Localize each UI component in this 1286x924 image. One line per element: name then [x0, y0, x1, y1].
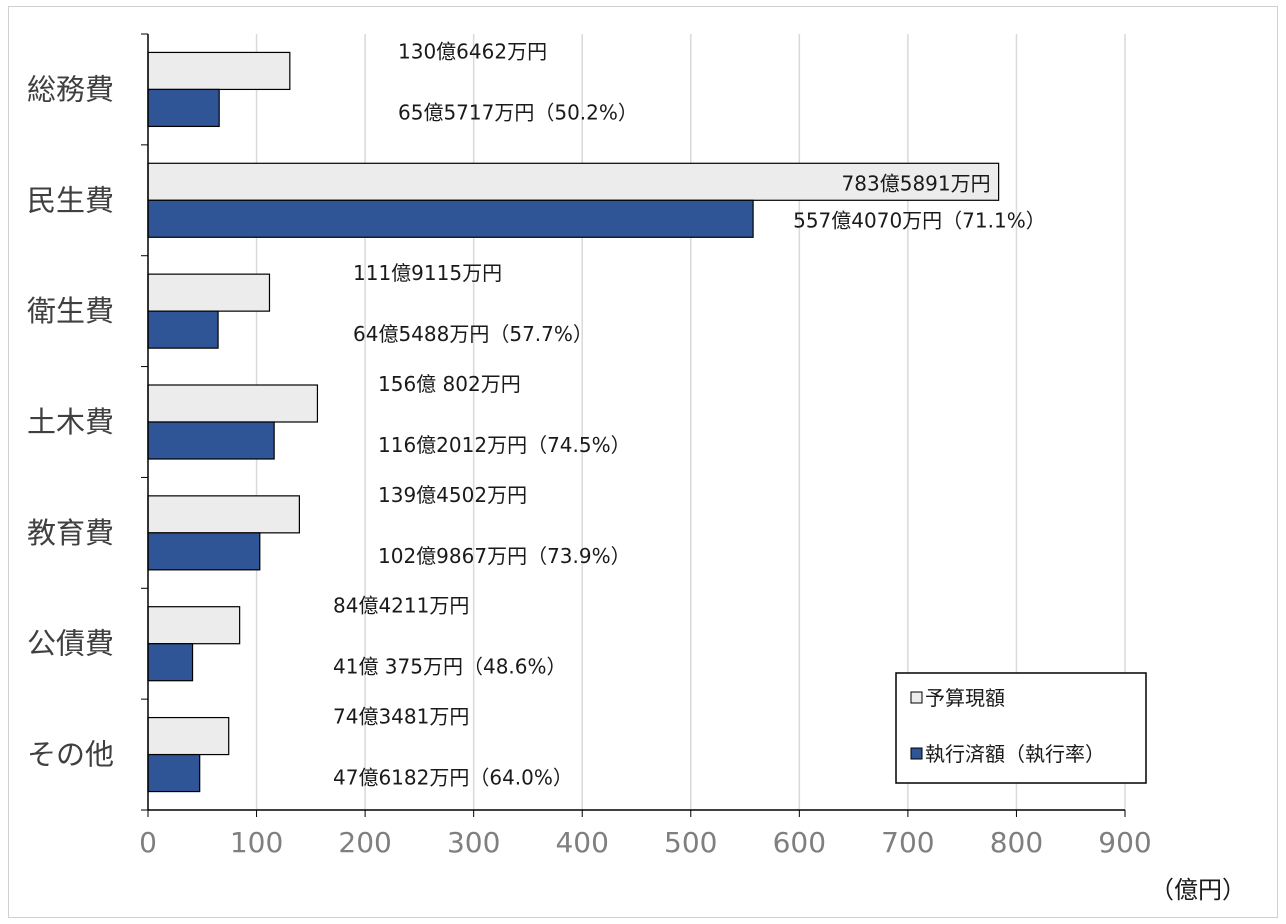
category-label: 民生費 [27, 183, 114, 217]
legend: 予算現額 執行済額（執行率） [895, 672, 1147, 784]
labels: 0 100 200 300 400 500 600 700 800 900 総務費 130億6462万… [27, 39, 1152, 859]
bar-executed [147, 310, 219, 349]
bar-budget [147, 716, 230, 756]
data-label-executed: 41億 375万円（48.6%） [333, 655, 567, 679]
x-tick-label: 0 [139, 826, 157, 859]
data-label-executed: 116億2012万円（74.5%） [378, 433, 631, 457]
category-label: 総務費 [27, 72, 114, 106]
data-label-budget: 84億4211万円 [333, 594, 469, 618]
data-label-budget: 130億6462万円 [398, 39, 547, 63]
category-label: 公債費 [27, 627, 114, 661]
x-tick-label: 200 [338, 826, 391, 859]
bar-executed [147, 199, 754, 238]
bar-executed [147, 421, 275, 460]
data-label-budget: 111億9115万円 [353, 261, 502, 285]
data-label-executed: 102億9867万円（73.9%） [378, 544, 631, 568]
data-label-executed: 557億4070万円（71.1%） [793, 208, 1046, 232]
x-tick-label: 100 [230, 826, 283, 859]
x-tick-label: 500 [664, 826, 717, 859]
x-tick-label: 800 [990, 826, 1043, 859]
data-label-executed: 64億5488万円（57.7%） [353, 322, 593, 346]
data-label-budget: 783億5891万円 [842, 171, 991, 195]
category-label: 衛生費 [27, 294, 114, 328]
legend-swatch-budget [910, 691, 923, 704]
bar-budget [147, 51, 291, 91]
data-label-executed: 47億6182万円（64.0%） [333, 766, 573, 790]
category-label: 教育費 [27, 516, 114, 550]
bar-executed [147, 532, 261, 571]
data-label-budget: 139億4502万円 [378, 483, 527, 507]
legend-label-budget: 予算現額 [925, 686, 1005, 710]
bar-budget [147, 606, 241, 645]
bar-budget [147, 495, 300, 534]
bar-executed [147, 88, 220, 128]
legend-box [895, 672, 1147, 784]
legend-label-executed: 執行済額（執行率） [925, 742, 1105, 766]
chart-frame: 0 100 200 300 400 500 600 700 800 900 総務費 130億6462万… [8, 6, 1278, 918]
axes [141, 33, 1126, 817]
x-tick-label: 700 [881, 826, 934, 859]
data-label-executed: 65億5717万円（50.2%） [398, 100, 638, 124]
data-label-budget: 74億3481万円 [333, 705, 469, 729]
x-tick-label: 300 [447, 826, 500, 859]
x-tick-label: 600 [773, 826, 826, 859]
bar-executed [147, 753, 201, 793]
bar-budget [147, 162, 1000, 201]
bar-executed [147, 643, 194, 682]
category-label: 土木費 [27, 405, 114, 439]
legend-swatch-executed [910, 747, 923, 760]
axis-unit-label: （億円） [1150, 876, 1246, 904]
x-tick-label: 900 [1098, 826, 1151, 859]
budget-bar-chart: 0 100 200 300 400 500 600 700 800 900 総務費 130億6462万… [27, 33, 1246, 904]
category-label: その他 [27, 738, 114, 772]
bar-budget [147, 384, 319, 423]
x-tick-label: 400 [555, 826, 608, 859]
bar-budget [147, 273, 271, 312]
bars [147, 51, 1000, 793]
data-label-budget: 156億 802万円 [378, 372, 521, 396]
